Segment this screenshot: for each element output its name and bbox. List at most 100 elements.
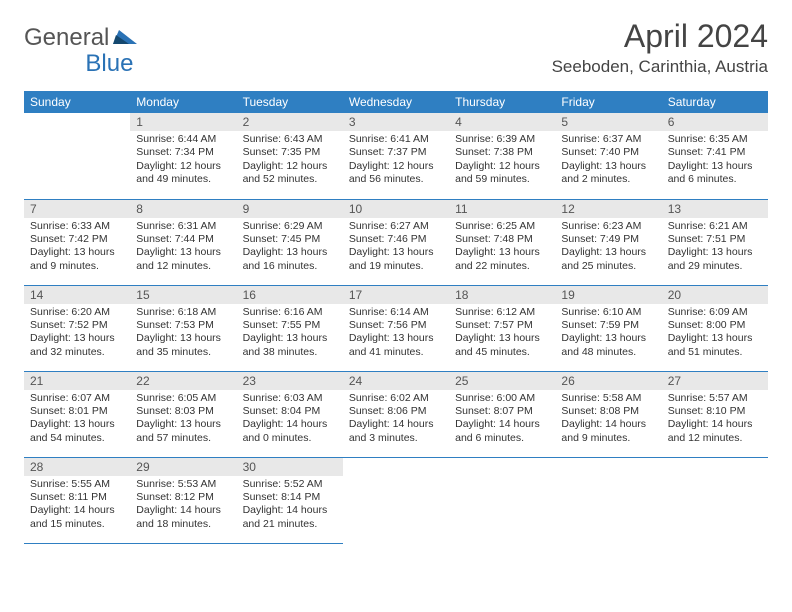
day-number: 6: [662, 113, 768, 131]
sunrise-line: Sunrise: 6:31 AM: [136, 220, 230, 233]
sunrise-line: Sunrise: 6:14 AM: [349, 306, 443, 319]
calendar-day: 22Sunrise: 6:05 AMSunset: 8:03 PMDayligh…: [130, 371, 236, 457]
daylight-line: Daylight: 12 hours and 56 minutes.: [349, 160, 443, 187]
sunrise-line: Sunrise: 6:03 AM: [243, 392, 337, 405]
day-details: Sunrise: 6:09 AMSunset: 8:00 PMDaylight:…: [662, 304, 768, 364]
sunset-line: Sunset: 7:37 PM: [349, 146, 443, 159]
daylight-line: Daylight: 12 hours and 49 minutes.: [136, 160, 230, 187]
weekday-header: Tuesday: [237, 91, 343, 113]
daylight-line: Daylight: 13 hours and 9 minutes.: [30, 246, 124, 273]
day-number: 2: [237, 113, 343, 131]
calendar-empty-cell: [555, 457, 661, 543]
calendar-day: 7 Sunrise: 6:33 AMSunset: 7:42 PMDaylight…: [24, 199, 130, 285]
day-number: 23: [237, 372, 343, 390]
day-number: 30: [237, 458, 343, 476]
calendar-day: 24Sunrise: 6:02 AMSunset: 8:06 PMDayligh…: [343, 371, 449, 457]
sunrise-line: Sunrise: 6:29 AM: [243, 220, 337, 233]
calendar-day: 4Sunrise: 6:39 AMSunset: 7:38 PMDaylight…: [449, 113, 555, 199]
weekday-header: Saturday: [662, 91, 768, 113]
daylight-line: Daylight: 13 hours and 54 minutes.: [30, 418, 124, 445]
sunset-line: Sunset: 7:48 PM: [455, 233, 549, 246]
calendar-day: 26Sunrise: 5:58 AMSunset: 8:08 PMDayligh…: [555, 371, 661, 457]
location: Seeboden, Carinthia, Austria: [552, 57, 768, 77]
day-number: 25: [449, 372, 555, 390]
day-number: 12: [555, 200, 661, 218]
sunrise-line: Sunrise: 6:05 AM: [136, 392, 230, 405]
sunset-line: Sunset: 7:34 PM: [136, 146, 230, 159]
day-number: 14: [24, 286, 130, 304]
daylight-line: Daylight: 14 hours and 12 minutes.: [668, 418, 762, 445]
calendar-day: 16Sunrise: 6:16 AMSunset: 7:55 PMDayligh…: [237, 285, 343, 371]
day-number: 21: [24, 372, 130, 390]
sunset-line: Sunset: 8:08 PM: [561, 405, 655, 418]
calendar-row: 21Sunrise: 6:07 AMSunset: 8:01 PMDayligh…: [24, 371, 768, 457]
daylight-line: Daylight: 13 hours and 57 minutes.: [136, 418, 230, 445]
day-details: Sunrise: 6:21 AMSunset: 7:51 PMDaylight:…: [662, 218, 768, 278]
day-number: 4: [449, 113, 555, 131]
weekday-header-row: SundayMondayTuesdayWednesdayThursdayFrid…: [24, 91, 768, 113]
day-details: Sunrise: 6:20 AMSunset: 7:52 PMDaylight:…: [24, 304, 130, 364]
calendar-empty-cell: [343, 457, 449, 543]
weekday-header: Monday: [130, 91, 236, 113]
sunset-line: Sunset: 8:01 PM: [30, 405, 124, 418]
day-details: Sunrise: 6:05 AMSunset: 8:03 PMDaylight:…: [130, 390, 236, 450]
calendar-day: 20Sunrise: 6:09 AMSunset: 8:00 PMDayligh…: [662, 285, 768, 371]
sunrise-line: Sunrise: 6:16 AM: [243, 306, 337, 319]
sunrise-line: Sunrise: 6:44 AM: [136, 133, 230, 146]
sunset-line: Sunset: 8:00 PM: [668, 319, 762, 332]
daylight-line: Daylight: 13 hours and 32 minutes.: [30, 332, 124, 359]
calendar-day: 2Sunrise: 6:43 AMSunset: 7:35 PMDaylight…: [237, 113, 343, 199]
sunset-line: Sunset: 8:12 PM: [136, 491, 230, 504]
sunrise-line: Sunrise: 6:33 AM: [30, 220, 124, 233]
day-number: 9: [237, 200, 343, 218]
calendar-day: 6Sunrise: 6:35 AMSunset: 7:41 PMDaylight…: [662, 113, 768, 199]
sunrise-line: Sunrise: 5:53 AM: [136, 478, 230, 491]
sunrise-line: Sunrise: 6:43 AM: [243, 133, 337, 146]
day-details: Sunrise: 6:39 AMSunset: 7:38 PMDaylight:…: [449, 131, 555, 191]
daylight-line: Daylight: 13 hours and 51 minutes.: [668, 332, 762, 359]
sunrise-line: Sunrise: 5:57 AM: [668, 392, 762, 405]
day-details: Sunrise: 6:43 AMSunset: 7:35 PMDaylight:…: [237, 131, 343, 191]
day-details: Sunrise: 6:35 AMSunset: 7:41 PMDaylight:…: [662, 131, 768, 191]
calendar-day: 30Sunrise: 5:52 AMSunset: 8:14 PMDayligh…: [237, 457, 343, 543]
day-number: 7: [24, 200, 130, 218]
sunset-line: Sunset: 8:04 PM: [243, 405, 337, 418]
daylight-line: Daylight: 13 hours and 19 minutes.: [349, 246, 443, 273]
sunset-line: Sunset: 8:10 PM: [668, 405, 762, 418]
month-title: April 2024: [552, 18, 768, 55]
daylight-line: Daylight: 13 hours and 41 minutes.: [349, 332, 443, 359]
daylight-line: Daylight: 14 hours and 18 minutes.: [136, 504, 230, 531]
sunset-line: Sunset: 7:59 PM: [561, 319, 655, 332]
sunset-line: Sunset: 7:51 PM: [668, 233, 762, 246]
calendar-row: 7Sunrise: 6:33 AMSunset: 7:42 PMDaylight…: [24, 199, 768, 285]
sunrise-line: Sunrise: 6:00 AM: [455, 392, 549, 405]
calendar-row: 14Sunrise: 6:20 AMSunset: 7:52 PMDayligh…: [24, 285, 768, 371]
calendar-day: 5Sunrise: 6:37 AMSunset: 7:40 PMDaylight…: [555, 113, 661, 199]
header: General Blue April 2024 Seeboden, Carint…: [24, 18, 768, 77]
calendar-day: 28Sunrise: 5:55 AMSunset: 8:11 PMDayligh…: [24, 457, 130, 543]
sunset-line: Sunset: 7:40 PM: [561, 146, 655, 159]
sunrise-line: Sunrise: 6:23 AM: [561, 220, 655, 233]
day-details: Sunrise: 5:52 AMSunset: 8:14 PMDaylight:…: [237, 476, 343, 536]
sunrise-line: Sunrise: 6:41 AM: [349, 133, 443, 146]
day-number: 11: [449, 200, 555, 218]
daylight-line: Daylight: 13 hours and 35 minutes.: [136, 332, 230, 359]
sunset-line: Sunset: 7:52 PM: [30, 319, 124, 332]
sunrise-line: Sunrise: 6:39 AM: [455, 133, 549, 146]
daylight-line: Daylight: 13 hours and 12 minutes.: [136, 246, 230, 273]
day-details: Sunrise: 6:16 AMSunset: 7:55 PMDaylight:…: [237, 304, 343, 364]
day-number: 16: [237, 286, 343, 304]
daylight-line: Daylight: 13 hours and 38 minutes.: [243, 332, 337, 359]
sunset-line: Sunset: 8:06 PM: [349, 405, 443, 418]
weekday-header: Sunday: [24, 91, 130, 113]
day-details: Sunrise: 6:25 AMSunset: 7:48 PMDaylight:…: [449, 218, 555, 278]
daylight-line: Daylight: 13 hours and 48 minutes.: [561, 332, 655, 359]
calendar-day: 10Sunrise: 6:27 AMSunset: 7:46 PMDayligh…: [343, 199, 449, 285]
calendar-day: 1Sunrise: 6:44 AMSunset: 7:34 PMDaylight…: [130, 113, 236, 199]
sunset-line: Sunset: 7:42 PM: [30, 233, 124, 246]
day-details: Sunrise: 6:00 AMSunset: 8:07 PMDaylight:…: [449, 390, 555, 450]
daylight-line: Daylight: 13 hours and 6 minutes.: [668, 160, 762, 187]
day-details: Sunrise: 6:03 AMSunset: 8:04 PMDaylight:…: [237, 390, 343, 450]
day-details: Sunrise: 6:14 AMSunset: 7:56 PMDaylight:…: [343, 304, 449, 364]
calendar-day: 15Sunrise: 6:18 AMSunset: 7:53 PMDayligh…: [130, 285, 236, 371]
